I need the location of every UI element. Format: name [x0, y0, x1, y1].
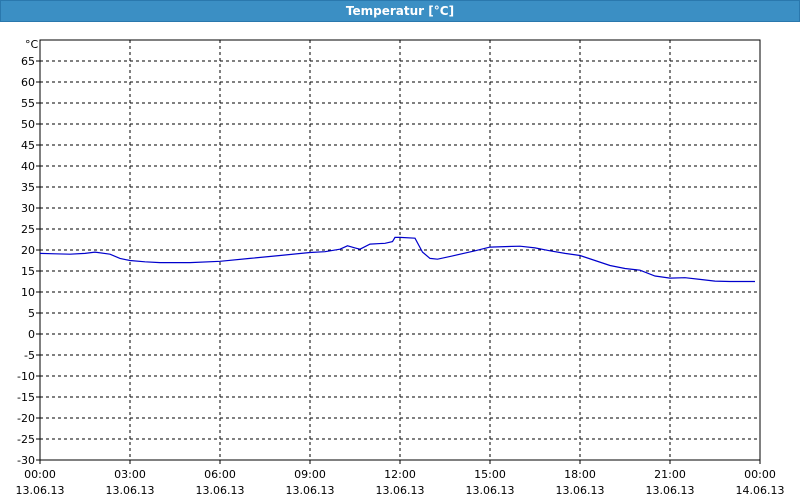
x-tick-date: 13.06.13 [646, 484, 695, 497]
y-tick-label: 10 [21, 286, 35, 299]
x-tick-date: 13.06.13 [106, 484, 155, 497]
x-tick-time: 00:00 [24, 468, 56, 481]
y-tick-label: 55 [21, 97, 35, 110]
x-tick-time: 18:00 [564, 468, 596, 481]
x-tick-date: 13.06.13 [16, 484, 65, 497]
y-tick-label: 0 [28, 328, 35, 341]
y-tick-label: 50 [21, 118, 35, 131]
y-tick-label: 40 [21, 160, 35, 173]
y-tick-label: -25 [17, 433, 35, 446]
x-tick-date: 13.06.13 [466, 484, 515, 497]
y-tick-label: 65 [21, 55, 35, 68]
y-unit-label: °C [25, 38, 39, 51]
temperature-line [39, 236, 755, 283]
y-tick-label: -20 [17, 412, 35, 425]
x-tick-time: 03:00 [114, 468, 146, 481]
x-tick-time: 06:00 [204, 468, 236, 481]
x-tick-date: 13.06.13 [376, 484, 425, 497]
x-tick-time: 09:00 [294, 468, 326, 481]
y-tick-label: 15 [21, 265, 35, 278]
y-tick-label: 5 [28, 307, 35, 320]
temperature-chart: 65605550454035302520151050-5-10-15-20-25… [16, 38, 785, 497]
x-tick-date: 14.06.13 [736, 484, 785, 497]
y-tick-label: -5 [24, 349, 35, 362]
chart-title: Temperatur [°C] [0, 0, 800, 22]
y-tick-label: 60 [21, 76, 35, 89]
y-axis: 65605550454035302520151050-5-10-15-20-25… [17, 55, 40, 467]
x-tick-date: 13.06.13 [196, 484, 245, 497]
y-tick-label: -30 [17, 454, 35, 467]
y-tick-label: 35 [21, 181, 35, 194]
x-axis: 00:00 13.06.13 03:00 13.06.13 06:00 13.06.13 0… [16, 460, 785, 497]
y-tick-label: 25 [21, 223, 35, 236]
y-tick-label: -15 [17, 391, 35, 404]
x-tick-time: 12:00 [384, 468, 416, 481]
y-tick-label: -10 [17, 370, 35, 383]
x-tick-time: 15:00 [474, 468, 506, 481]
x-tick-time: 21:00 [654, 468, 686, 481]
y-tick-label: 20 [21, 244, 35, 257]
y-tick-label: 30 [21, 202, 35, 215]
x-tick-date: 13.06.13 [556, 484, 605, 497]
y-tick-label: 45 [21, 139, 35, 152]
x-tick-date: 13.06.13 [286, 484, 335, 497]
grid-lines [40, 40, 760, 460]
x-tick-time: 00:00 [744, 468, 776, 481]
